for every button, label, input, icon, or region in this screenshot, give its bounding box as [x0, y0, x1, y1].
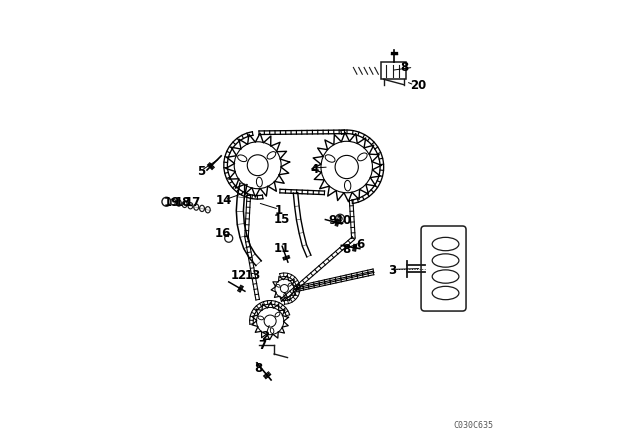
Text: 7: 7	[258, 339, 266, 352]
Text: 17: 17	[185, 196, 201, 209]
Text: 19: 19	[164, 196, 180, 209]
Text: 3: 3	[388, 264, 396, 277]
Bar	[381, 62, 406, 79]
Text: 8: 8	[255, 362, 262, 375]
Text: 20: 20	[410, 79, 426, 92]
Text: 8: 8	[401, 61, 409, 74]
Text: 18: 18	[175, 196, 191, 209]
Text: 12: 12	[231, 269, 247, 282]
Text: 6: 6	[356, 237, 364, 250]
Text: 9: 9	[328, 214, 337, 227]
Text: 1: 1	[275, 204, 283, 217]
Text: 11: 11	[274, 242, 291, 255]
Text: C030C635: C030C635	[454, 421, 493, 430]
Text: 14: 14	[216, 194, 232, 207]
Text: 16: 16	[215, 227, 231, 240]
Text: 4: 4	[310, 163, 319, 176]
Text: 10: 10	[336, 214, 352, 227]
Text: 13: 13	[244, 269, 260, 282]
Text: 2: 2	[262, 330, 269, 343]
Text: 15: 15	[274, 213, 291, 226]
Text: 8: 8	[342, 243, 351, 256]
Text: 5: 5	[197, 165, 205, 178]
